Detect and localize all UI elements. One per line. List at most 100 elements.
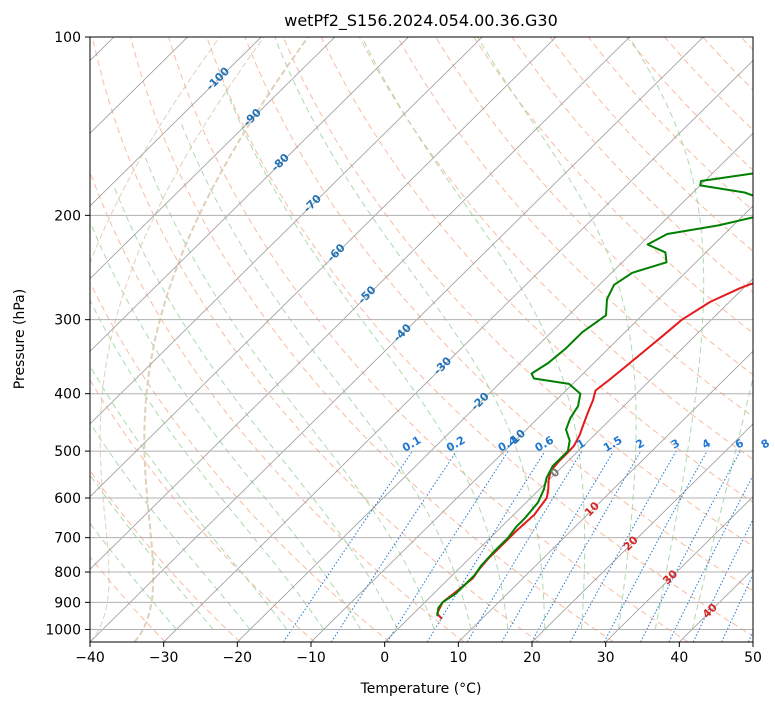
- mixing-ratio-line: [569, 450, 677, 642]
- plot-frame: [89, 36, 754, 643]
- moist-adiabat: [361, 37, 586, 630]
- dry-adiabat: [244, 37, 753, 592]
- x-tick-label: −20: [223, 650, 253, 666]
- isotherm-label: -40: [391, 321, 414, 344]
- temperature-profile: [436, 282, 753, 620]
- mixing-ratio-line: [603, 450, 708, 642]
- y-tick-label: 500: [54, 444, 81, 460]
- x-tick-label: 30: [597, 650, 615, 666]
- isotherm: [605, 496, 753, 642]
- y-tick-label: 100: [54, 30, 81, 46]
- moist-adiabat: [628, 37, 705, 630]
- dry-adiabat: [90, 170, 465, 642]
- mixing-ratio-line: [501, 450, 614, 642]
- x-tick-label: −30: [149, 650, 179, 666]
- y-tick-label: 600: [54, 491, 81, 507]
- isotherm: [237, 132, 753, 642]
- mixing-ratio-line: [668, 474, 753, 642]
- isotherm: [384, 278, 753, 642]
- isotherm: [310, 205, 753, 642]
- moist-adiabat: [90, 364, 288, 630]
- moist-adiabat: [90, 299, 325, 630]
- isotherm: [90, 37, 483, 425]
- y-tick-label: 800: [54, 565, 81, 581]
- mixing-ratio-line: [426, 450, 546, 642]
- y-tick-label: 300: [54, 313, 81, 329]
- mixing-ratio-line: [282, 450, 413, 642]
- x-tick-label: 0: [380, 650, 389, 666]
- y-axis-label: Pressure (hPa): [12, 289, 28, 389]
- profiles: [436, 172, 753, 620]
- isotherm-label: 20: [621, 533, 641, 553]
- y-tick-label: 400: [54, 387, 81, 403]
- mixing-ratio-label: 4: [700, 436, 713, 451]
- isotherm-label: -50: [355, 283, 378, 306]
- x-tick-label: 10: [449, 650, 467, 666]
- moist-adiabat: [114, 188, 398, 630]
- dry-adiabat: [358, 37, 753, 460]
- x-tick-label: 40: [670, 650, 688, 666]
- mixing-ratio-line: [721, 573, 753, 642]
- theta-e-curve: [133, 37, 309, 642]
- isotherm-label: -70: [301, 192, 324, 215]
- dry-adiabat: [587, 37, 753, 212]
- mixing-ratio-label: 3: [669, 437, 682, 452]
- x-tick-label: 50: [744, 650, 762, 666]
- isotherm-label: 10: [582, 499, 602, 519]
- mixing-ratio-line: [640, 450, 741, 642]
- isotherm: [90, 37, 630, 570]
- moist-adiabat: [274, 37, 546, 630]
- dry-adiabat: [664, 37, 753, 131]
- moist-adiabat: [223, 83, 509, 630]
- theta-e-curve: [90, 37, 265, 642]
- moist-adiabat: [90, 522, 177, 630]
- moist-adiabat: [90, 473, 214, 630]
- isotherm-label: -30: [431, 354, 454, 377]
- moist-adiabat: [90, 421, 251, 630]
- isotherm: [752, 641, 753, 642]
- dry-adiabat: [90, 379, 316, 642]
- moist-adiabat: [691, 375, 753, 630]
- isotherm-label: -60: [325, 241, 348, 264]
- dry-adiabat: [740, 37, 753, 51]
- x-tick-label: −10: [296, 650, 326, 666]
- mixing-ratio-line: [386, 450, 509, 642]
- pressure-grid: [90, 37, 753, 630]
- isotherm: [163, 60, 753, 642]
- dry-adiabat: [702, 37, 753, 91]
- isotherm: [90, 37, 409, 352]
- dry-adiabat: [397, 37, 753, 418]
- dry-adiabat: [90, 281, 390, 642]
- dewpoint-profile: [436, 172, 753, 617]
- x-tick-label: 20: [523, 650, 541, 666]
- isotherm: [531, 423, 753, 642]
- chart-title: wetPf2_S156.2024.054.00.36.G30: [284, 11, 558, 31]
- mixing-ratio-line: [466, 450, 583, 642]
- dry-adiabat: [549, 37, 753, 252]
- dry-adiabat: [90, 469, 241, 642]
- isotherm: [90, 37, 704, 642]
- isotherm-label: -80: [269, 151, 292, 174]
- isotherm: [90, 37, 188, 134]
- y-tick-label: 1000: [45, 622, 81, 638]
- isotherm: [90, 37, 557, 498]
- dry-adiabat: [91, 37, 540, 642]
- y-tick-label: 200: [54, 208, 81, 224]
- mixing-ratio-label: 8: [759, 437, 772, 452]
- isotherm: [90, 37, 262, 207]
- axes: −40 −30 −20 −10 0 10 20 30 40 50 100 200 300 400 500 60…: [45, 30, 762, 666]
- moist-adiabat: [477, 37, 637, 630]
- dry-adiabat: [168, 37, 689, 642]
- dry-adiabat: [206, 37, 753, 637]
- y-tick-label: 900: [54, 595, 81, 611]
- moist-adiabat: [180, 123, 472, 630]
- x-tick-label: −40: [75, 650, 105, 666]
- isotherm: [90, 37, 336, 280]
- background-lines: [90, 37, 753, 642]
- mixing-ratio-line: [747, 630, 753, 642]
- y-tick-label: 700: [54, 531, 81, 547]
- x-axis-label: Temperature (°C): [360, 681, 482, 697]
- mixing-ratio-label: 6: [733, 436, 746, 451]
- mixing-ratio-line: [330, 450, 458, 642]
